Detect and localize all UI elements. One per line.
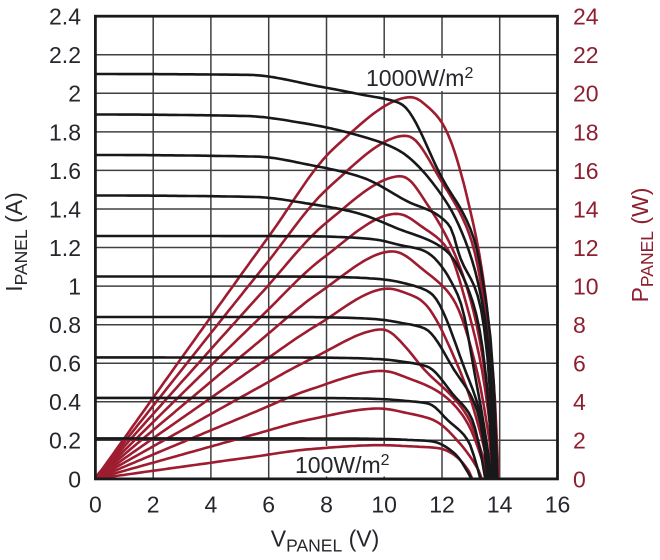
svg-text:0.6: 0.6 [49, 351, 81, 377]
svg-text:4: 4 [205, 492, 218, 518]
svg-text:16: 16 [545, 492, 571, 518]
svg-text:0.2: 0.2 [49, 428, 81, 454]
svg-text:100W/m2: 100W/m2 [295, 452, 390, 478]
svg-text:0.4: 0.4 [49, 389, 81, 415]
svg-text:10: 10 [573, 274, 599, 300]
svg-text:2: 2 [147, 492, 160, 518]
svg-text:10: 10 [371, 492, 397, 518]
svg-text:1.4: 1.4 [49, 196, 81, 222]
svg-text:16: 16 [573, 158, 599, 184]
svg-text:1.2: 1.2 [49, 235, 81, 261]
svg-text:2: 2 [68, 81, 81, 107]
svg-text:12: 12 [573, 235, 599, 261]
svg-text:20: 20 [573, 81, 599, 107]
svg-text:1000W/m2: 1000W/m2 [366, 65, 473, 91]
svg-text:4: 4 [573, 389, 586, 415]
svg-text:6: 6 [573, 351, 586, 377]
svg-text:1: 1 [68, 274, 81, 300]
svg-text:24: 24 [573, 4, 599, 30]
svg-text:0: 0 [573, 466, 586, 492]
svg-text:22: 22 [573, 42, 599, 68]
svg-text:0: 0 [89, 492, 102, 518]
svg-text:2.4: 2.4 [49, 4, 81, 30]
svg-text:14: 14 [487, 492, 513, 518]
svg-text:1.8: 1.8 [49, 119, 81, 145]
svg-text:2.2: 2.2 [49, 42, 81, 68]
svg-text:1.6: 1.6 [49, 158, 81, 184]
svg-text:2: 2 [573, 428, 586, 454]
svg-text:14: 14 [573, 196, 599, 222]
svg-text:8: 8 [320, 492, 333, 518]
svg-text:18: 18 [573, 119, 599, 145]
svg-text:8: 8 [573, 312, 586, 338]
svg-text:12: 12 [429, 492, 455, 518]
svg-text:0.8: 0.8 [49, 312, 81, 338]
svg-text:0: 0 [68, 466, 81, 492]
svg-text:6: 6 [262, 492, 275, 518]
